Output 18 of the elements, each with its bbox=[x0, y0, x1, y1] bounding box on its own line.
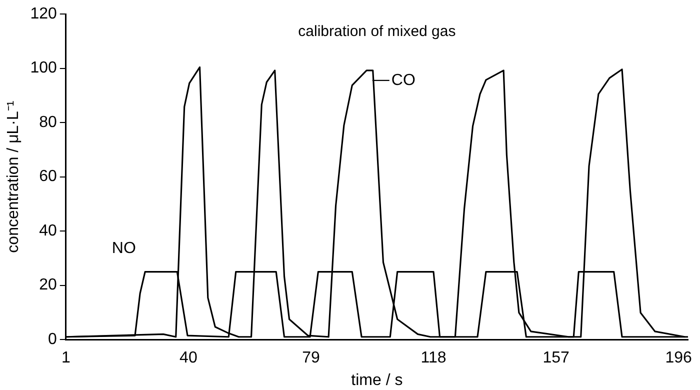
x-tick-label: 40 bbox=[180, 350, 198, 367]
y-tick-label: 20 bbox=[39, 276, 57, 294]
x-tick-label: 118 bbox=[420, 350, 446, 367]
y-tick-label: 40 bbox=[39, 222, 57, 240]
series-label: NO bbox=[112, 240, 136, 257]
y-tick-label: 60 bbox=[39, 168, 57, 186]
y-tick-label: 80 bbox=[39, 114, 57, 131]
x-tick-label: 157 bbox=[542, 350, 570, 367]
x-tick-label: 79 bbox=[302, 350, 320, 367]
y-tick-label: 100 bbox=[30, 60, 57, 77]
y-axis-title: concentration / μL·L⁻¹ bbox=[5, 100, 22, 253]
y-tick-label: 120 bbox=[30, 5, 57, 22]
text: calibration of mixed gas bbox=[298, 23, 456, 40]
x-axis-title: time / s bbox=[351, 372, 403, 389]
y-tick-label: 0 bbox=[48, 331, 57, 348]
legend-label: CO bbox=[391, 72, 416, 89]
x-tick-label: 1 bbox=[61, 350, 70, 367]
x-tick-label: 196 bbox=[665, 350, 692, 367]
